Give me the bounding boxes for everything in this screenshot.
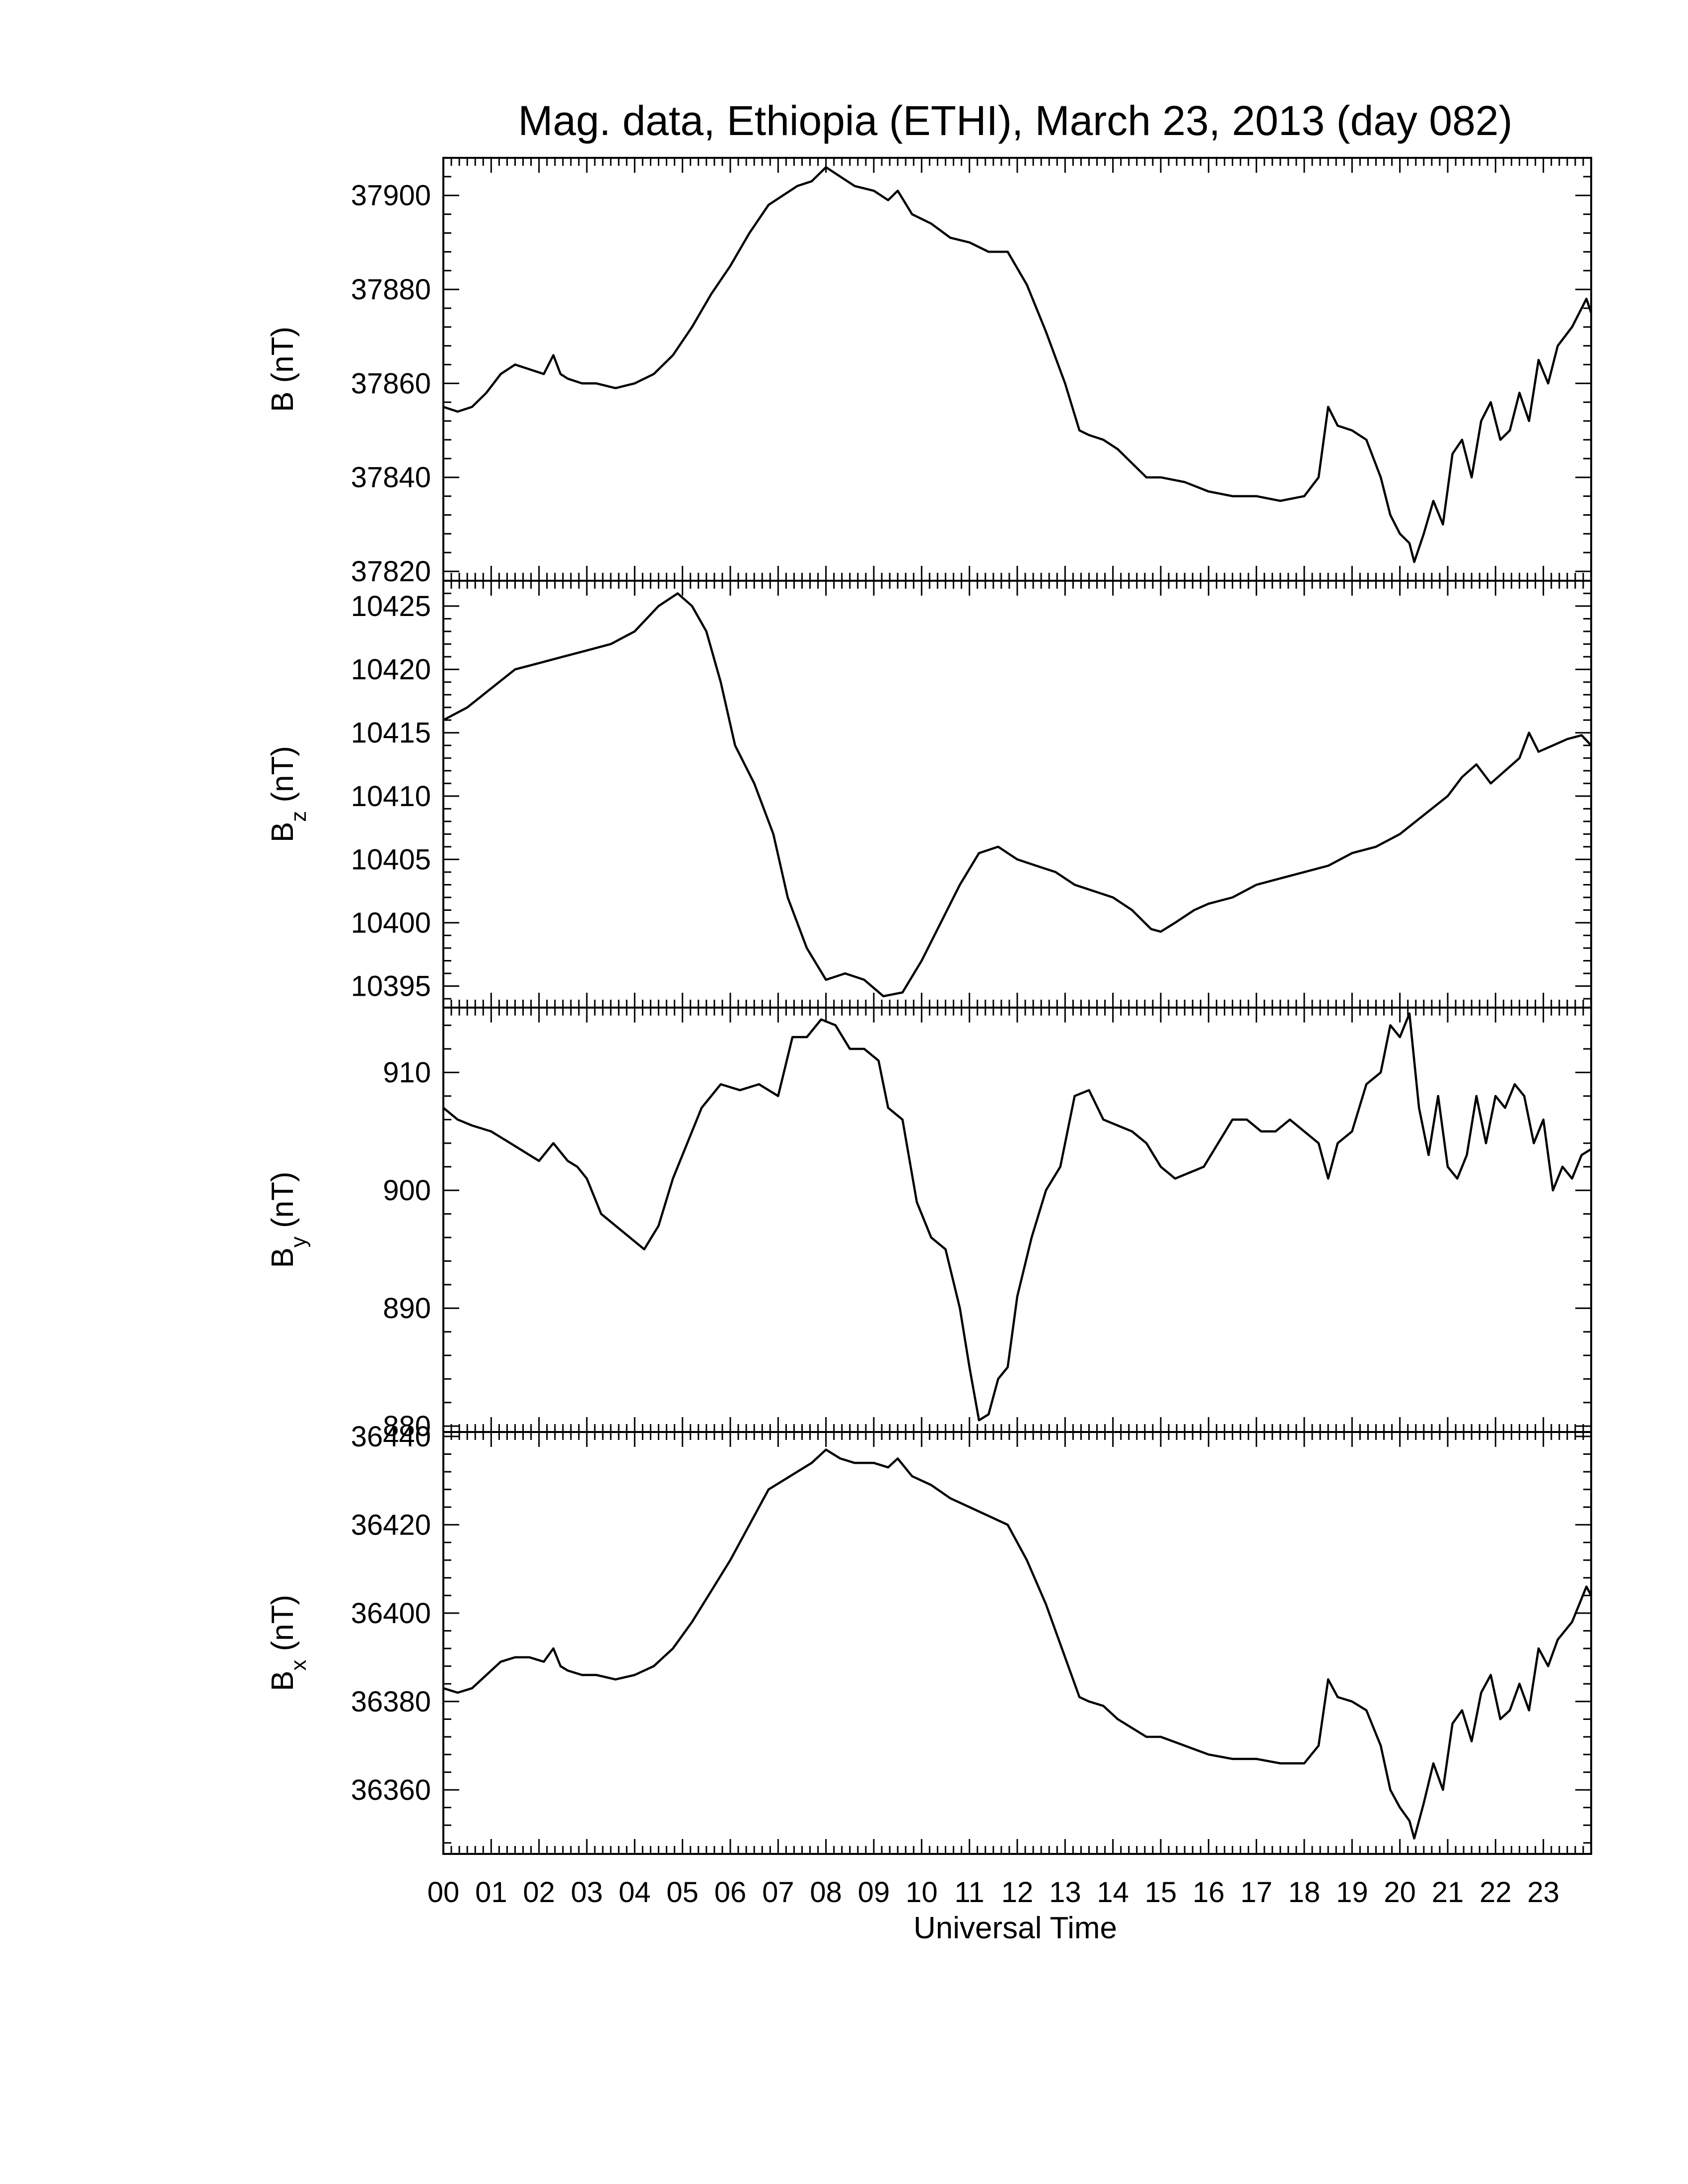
y-axis-label: Bz (nT) bbox=[266, 746, 311, 842]
x-tick-labels: 00 01 02 03 04 05 06 07 08 09 10 11 12 13 14 15 16 17 18 19… bbox=[427, 1876, 1559, 1909]
y-tick-label: 880 bbox=[383, 1410, 431, 1442]
y-tick-label: 36380 bbox=[351, 1686, 431, 1718]
x-axis: 00 01 02 03 04 05 06 07 08 09 10 11 12 13 14 15 16 17 18 19… bbox=[427, 1876, 1559, 1945]
y-tick-label: 10420 bbox=[351, 654, 431, 686]
y-tick-label: 910 bbox=[383, 1057, 431, 1089]
x-tick-label: 15 bbox=[1145, 1876, 1177, 1909]
x-tick-label: 23 bbox=[1527, 1876, 1559, 1909]
x-tick-label: 10 bbox=[906, 1876, 938, 1909]
x-tick-label: 06 bbox=[714, 1876, 747, 1909]
x-tick-label: 08 bbox=[810, 1876, 842, 1909]
y-tick-label: 36400 bbox=[351, 1597, 431, 1630]
x-tick-label: 13 bbox=[1049, 1876, 1081, 1909]
x-tick-label: 03 bbox=[571, 1876, 603, 1909]
x-tick-label: 16 bbox=[1193, 1876, 1225, 1909]
x-tick-label: 05 bbox=[666, 1876, 699, 1909]
y-tick-label: 37840 bbox=[351, 462, 431, 494]
x-tick-label: 12 bbox=[1001, 1876, 1034, 1909]
y-axis-label-main: B bbox=[266, 392, 300, 412]
x-tick-label: 21 bbox=[1432, 1876, 1464, 1909]
y-tick-label: 37900 bbox=[351, 180, 431, 212]
x-tick-label: 02 bbox=[523, 1876, 555, 1909]
x-tick-label: 07 bbox=[762, 1876, 794, 1909]
panel-4: 36360 36380 36400 36420 36440 Bx (nT) bbox=[266, 1421, 1592, 1855]
y-axis-label-unit: (nT) bbox=[266, 1595, 300, 1660]
series-line bbox=[442, 592, 1592, 998]
x-tick-label: 00 bbox=[427, 1876, 460, 1909]
y-axis-label: By (nT) bbox=[266, 1171, 311, 1268]
x-axis-label: Universal Time bbox=[914, 1911, 1117, 1945]
y-tick-label: 10425 bbox=[351, 590, 431, 622]
series-line bbox=[443, 1448, 1592, 1840]
panels-group: 37820 37840 37860 37880 37900 B (nT) 10395 1040… bbox=[266, 157, 1593, 1855]
panel-2: 10395 10400 10405 10410 10415 10420 10425 Bz (n… bbox=[266, 580, 1592, 1009]
y-axis-label-subscript: z bbox=[286, 811, 311, 822]
x-tick-label: 01 bbox=[475, 1876, 507, 1909]
y-axis-label-main: B bbox=[266, 1671, 300, 1691]
y-tick-label: 900 bbox=[383, 1174, 431, 1207]
y-tick-label: 10405 bbox=[351, 843, 431, 876]
y-axis-label-unit: (nT) bbox=[266, 746, 300, 811]
x-tick-label: 20 bbox=[1384, 1876, 1416, 1909]
x-tick-label: 22 bbox=[1479, 1876, 1512, 1909]
y-axis-label: B (nT) bbox=[266, 327, 300, 412]
y-axis-label: Bx (nT) bbox=[266, 1595, 311, 1691]
series-line bbox=[443, 166, 1593, 563]
y-tick-label: 37820 bbox=[351, 555, 431, 588]
y-axis-label-main: B bbox=[266, 822, 300, 842]
panel-1: 37820 37840 37860 37880 37900 B (nT) bbox=[266, 157, 1593, 588]
y-axis-label-main: B bbox=[266, 1247, 300, 1268]
y-axis-label-subscript: x bbox=[286, 1660, 311, 1671]
x-tick-label: 17 bbox=[1240, 1876, 1272, 1909]
y-tick-label: 37880 bbox=[351, 273, 431, 306]
x-tick-label: 09 bbox=[858, 1876, 890, 1909]
chart-title: Mag. data, Ethiopia (ETHI), March 23, 20… bbox=[518, 97, 1513, 144]
x-tick-label: 11 bbox=[955, 1876, 985, 1909]
y-axis-label-unit: (nT) bbox=[266, 1171, 300, 1236]
y-tick-label: 36360 bbox=[351, 1774, 431, 1806]
y-axis-label-unit: (nT) bbox=[266, 327, 300, 392]
y-tick-label: 10410 bbox=[351, 780, 431, 813]
y-tick-label: 10415 bbox=[351, 717, 431, 749]
y-tick-label: 36440 bbox=[351, 1421, 431, 1453]
x-tick-label: 18 bbox=[1288, 1876, 1321, 1909]
y-tick-label: 890 bbox=[383, 1293, 431, 1325]
x-tick-label: 14 bbox=[1097, 1876, 1129, 1909]
y-tick-label: 10400 bbox=[351, 907, 431, 939]
y-axis-label-subscript: y bbox=[286, 1236, 311, 1247]
y-tick-label: 37860 bbox=[351, 367, 431, 400]
x-tick-label: 04 bbox=[619, 1876, 651, 1909]
y-tick-label: 10395 bbox=[351, 970, 431, 1003]
y-tick-label: 36420 bbox=[351, 1509, 431, 1541]
series-line bbox=[442, 1012, 1592, 1422]
x-tick-label: 19 bbox=[1336, 1876, 1368, 1909]
